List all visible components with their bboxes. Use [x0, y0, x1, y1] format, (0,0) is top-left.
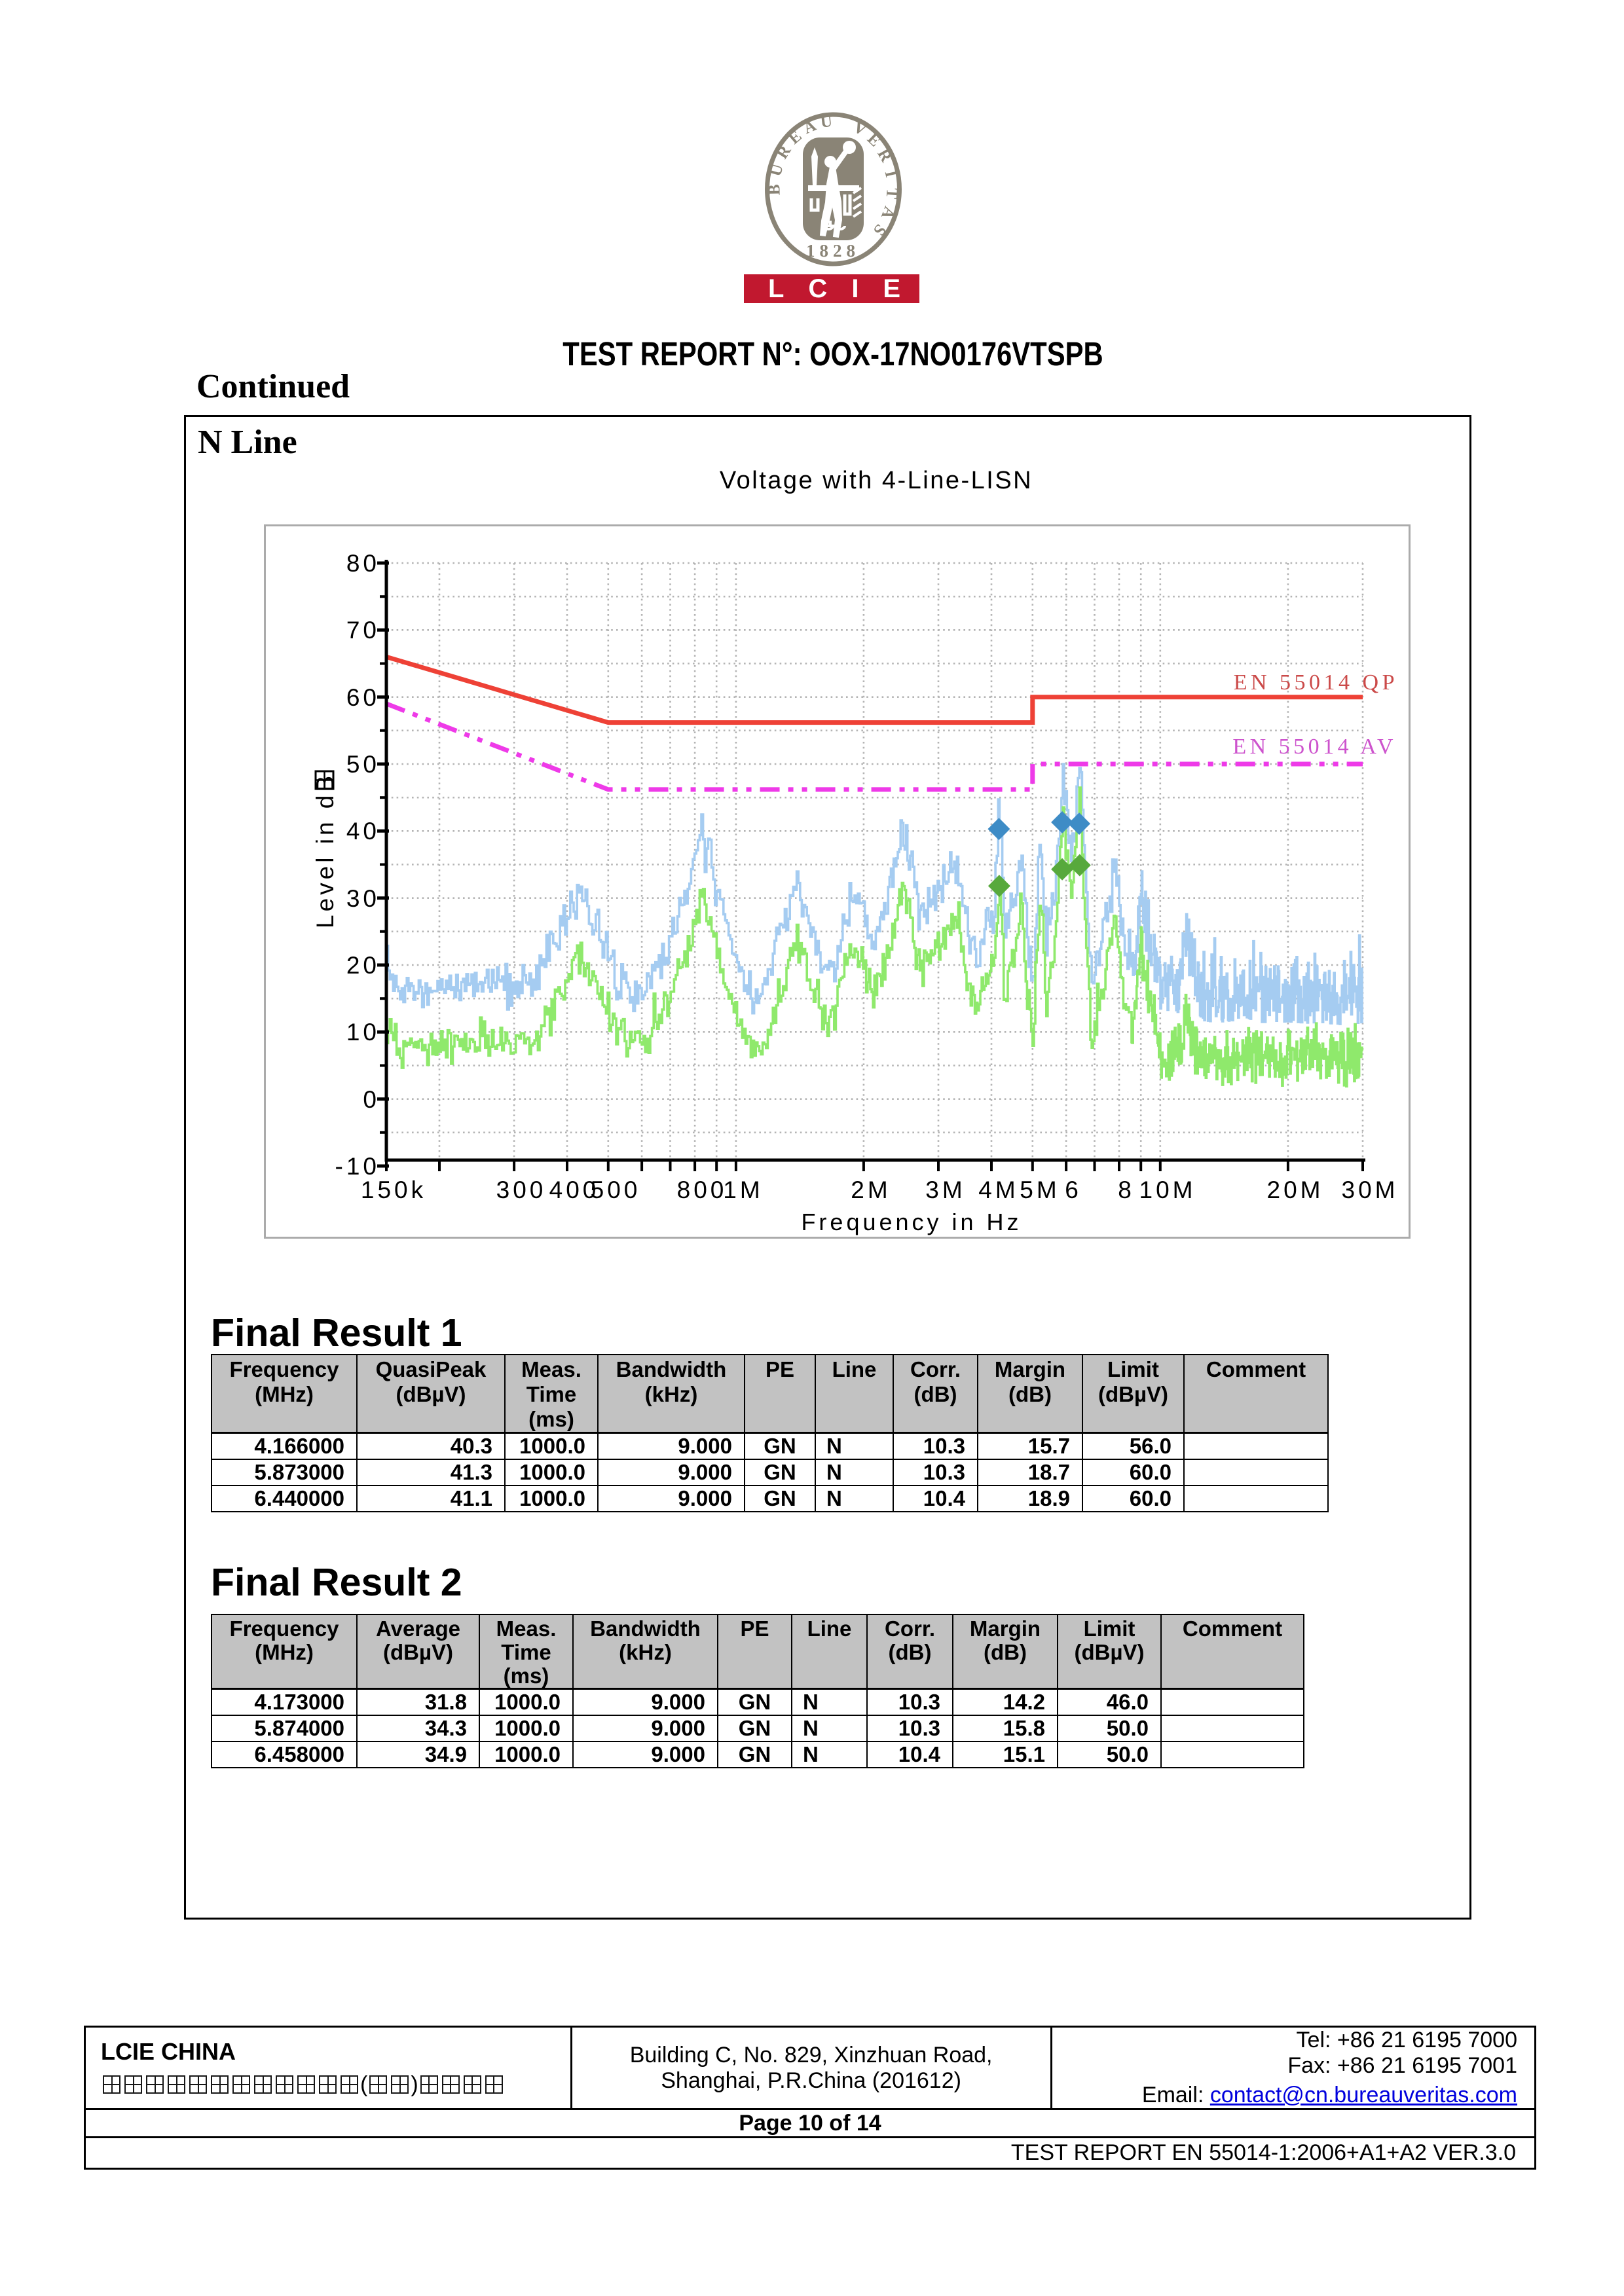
svg-text:6: 6 — [1065, 1176, 1082, 1203]
svg-text:2M: 2M — [851, 1176, 891, 1203]
svg-text:4M: 4M — [978, 1176, 1018, 1203]
svg-text:B: B — [766, 184, 783, 195]
svg-text:40: 40 — [346, 818, 380, 845]
svg-text:EN 55014 QP: EN 55014 QP — [1234, 670, 1398, 695]
svg-text:20: 20 — [346, 952, 380, 979]
svg-text:20M: 20M — [1267, 1176, 1324, 1203]
svg-text:50: 50 — [346, 751, 380, 778]
svg-text:800: 800 — [677, 1176, 728, 1203]
svg-text:U: U — [819, 113, 833, 132]
svg-text:1828: 1828 — [806, 241, 860, 261]
svg-text:Level in dB: Level in dB — [312, 773, 339, 928]
svg-text:60: 60 — [346, 684, 380, 711]
svg-text:A: A — [801, 117, 819, 137]
svg-text:Frequency in Hz: Frequency in Hz — [801, 1209, 1022, 1235]
svg-text:V: V — [851, 118, 869, 139]
svg-text:A: A — [877, 204, 898, 222]
svg-text:R: R — [773, 142, 795, 162]
svg-text:R: R — [874, 146, 895, 166]
svg-text:3M: 3M — [925, 1176, 965, 1203]
svg-text:10M: 10M — [1139, 1176, 1196, 1203]
svg-text:-10: -10 — [335, 1153, 380, 1180]
svg-text:0: 0 — [363, 1086, 380, 1113]
svg-text:400: 400 — [549, 1176, 600, 1203]
svg-text:S: S — [870, 221, 889, 239]
svg-text:10: 10 — [346, 1019, 380, 1046]
svg-text:30: 30 — [346, 885, 380, 912]
svg-text:E: E — [785, 127, 805, 147]
svg-text:8: 8 — [1118, 1176, 1135, 1203]
svg-text:150k: 150k — [361, 1176, 426, 1203]
svg-text:EN 55014 AV: EN 55014 AV — [1232, 735, 1397, 759]
svg-text:5M: 5M — [1020, 1176, 1060, 1203]
svg-text:E: E — [864, 130, 884, 150]
svg-text:70: 70 — [346, 617, 380, 644]
svg-text:1M: 1M — [723, 1176, 763, 1203]
svg-text:T: T — [883, 187, 901, 200]
svg-text:500: 500 — [591, 1176, 641, 1203]
svg-text:30M: 30M — [1342, 1176, 1399, 1203]
svg-text:300: 300 — [496, 1176, 547, 1203]
svg-text:80: 80 — [346, 550, 380, 577]
